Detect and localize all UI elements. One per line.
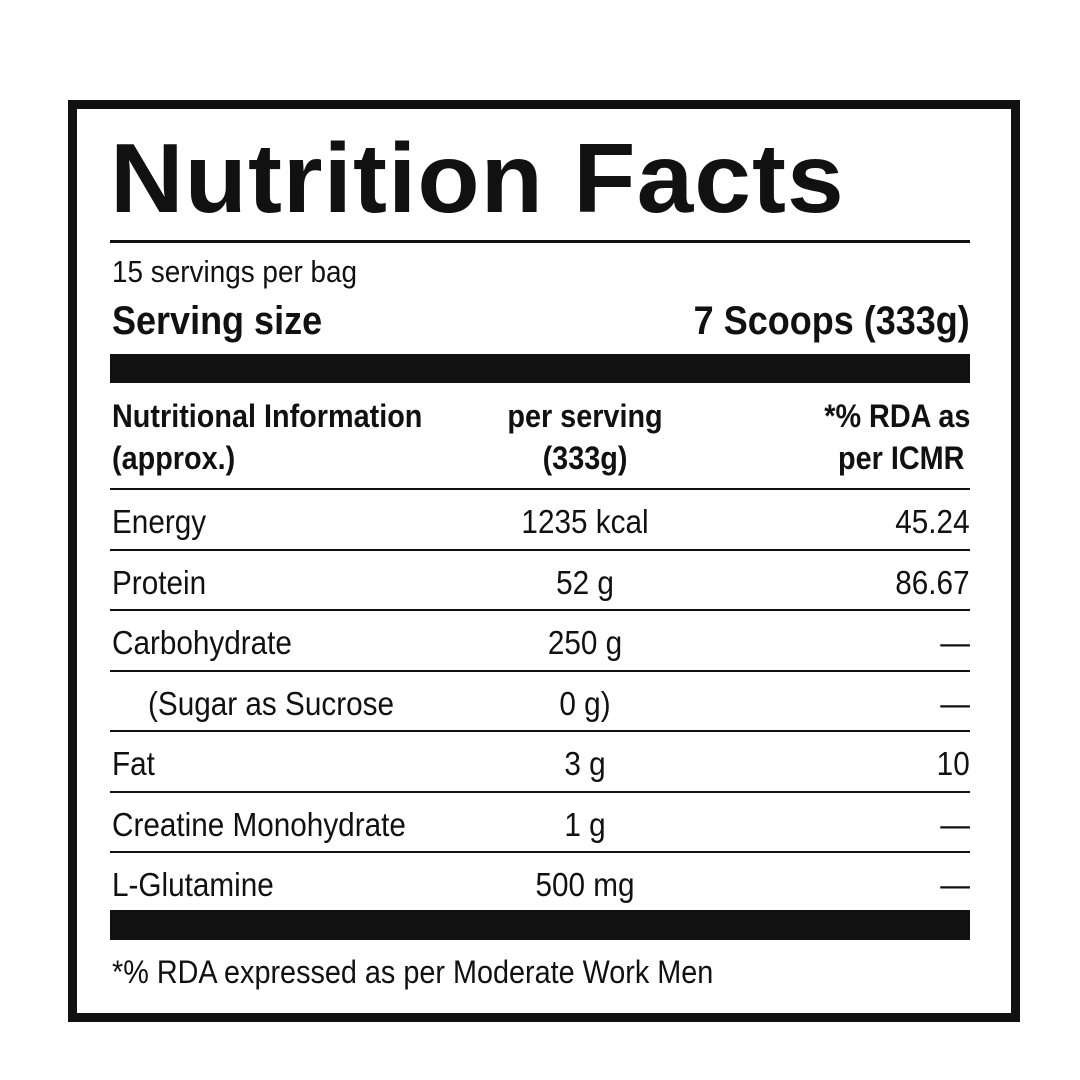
nutrient-amount: 0 g)	[559, 684, 611, 722]
nutrient-rda: 45.24	[895, 503, 970, 540]
nutrient-rda: 10	[936, 745, 970, 782]
row-divider	[110, 548, 970, 551]
nutrient-amount: 250 g	[547, 624, 623, 661]
nutrient-name: Fat	[112, 745, 155, 782]
nutrient-name: Protein	[112, 563, 207, 601]
servings-per-container: 15 servings per bag	[112, 254, 358, 289]
row-divider	[110, 730, 970, 732]
thick-divider	[110, 354, 970, 383]
divider	[110, 240, 970, 243]
nutrient-name: Creatine Monohydrate	[112, 805, 406, 843]
nutrient-rda: —	[940, 624, 970, 661]
nutrient-name: (Sugar as Sucrose	[148, 684, 394, 722]
header-col1-line2: (approx.)	[112, 440, 236, 476]
nutrient-amount: 500 mg	[535, 866, 635, 903]
row-divider	[110, 488, 970, 490]
serving-size-value: 7 Scoops (333g)	[693, 299, 970, 343]
row-divider	[110, 851, 970, 853]
nutrient-rda: —	[940, 684, 970, 722]
serving-size-label: Serving size	[112, 299, 323, 343]
nutrient-name: L-Glutamine	[112, 866, 274, 903]
label-border	[68, 100, 1020, 1022]
nutrient-amount: 3 g	[564, 745, 606, 782]
header-col1-line1: Nutritional Information	[112, 398, 423, 434]
nutrient-rda: 86.67	[895, 563, 970, 601]
row-divider	[110, 609, 970, 611]
header-col2-line2: (333g)	[542, 440, 628, 476]
thick-divider	[110, 910, 970, 940]
nutrient-amount: 1 g	[564, 805, 606, 843]
nutrient-name: Carbohydrate	[112, 624, 292, 661]
footnote: *% RDA expressed as per Moderate Work Me…	[112, 954, 714, 990]
nutrient-amount: 52 g	[556, 563, 614, 601]
nutrient-rda: —	[940, 866, 970, 903]
row-divider	[110, 790, 970, 793]
nutrient-rda: —	[940, 805, 970, 843]
nutrient-name: Energy	[112, 503, 207, 540]
header-col3-line1: *% RDA as	[823, 398, 970, 434]
header-col2-line1: per serving	[507, 398, 663, 434]
page-title: Nutrition Facts	[110, 123, 845, 233]
nutrient-amount: 1235 kcal	[521, 503, 649, 540]
header-col3-line2: per ICMR	[837, 440, 964, 476]
row-divider	[110, 669, 970, 672]
